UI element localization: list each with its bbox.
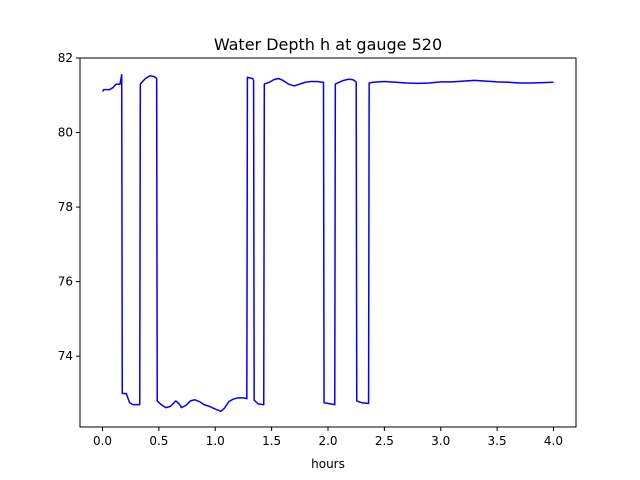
x-axis-label: hours: [311, 457, 345, 471]
x-tick-label: 0.0: [93, 434, 112, 448]
x-tick-label: 1.5: [262, 434, 281, 448]
y-tick-label: 80: [58, 126, 73, 140]
x-tick-label: 3.0: [431, 434, 450, 448]
x-tick-label: 2.0: [318, 434, 337, 448]
x-tick-label: 2.5: [375, 434, 394, 448]
y-tick-label: 76: [58, 275, 73, 289]
x-tick-label: 0.5: [149, 434, 168, 448]
y-tick-label: 78: [58, 200, 73, 214]
y-tick-label: 82: [58, 51, 73, 65]
y-axis: 74 76 78 80 82: [58, 51, 80, 363]
chart-title: Water Depth h at gauge 520: [214, 35, 442, 54]
y-tick-label: 74: [58, 349, 73, 363]
x-axis: 0.0 0.5 1.0 1.5 2.0 2.5 3.0 3.5 4.0: [93, 427, 563, 448]
x-tick-label: 1.0: [206, 434, 225, 448]
plot-frame: [79, 57, 577, 428]
x-tick-label: 3.5: [488, 434, 507, 448]
x-tick-label: 4.0: [544, 434, 563, 448]
series-line-0: [101, 74, 554, 413]
plot-area: [101, 74, 554, 413]
